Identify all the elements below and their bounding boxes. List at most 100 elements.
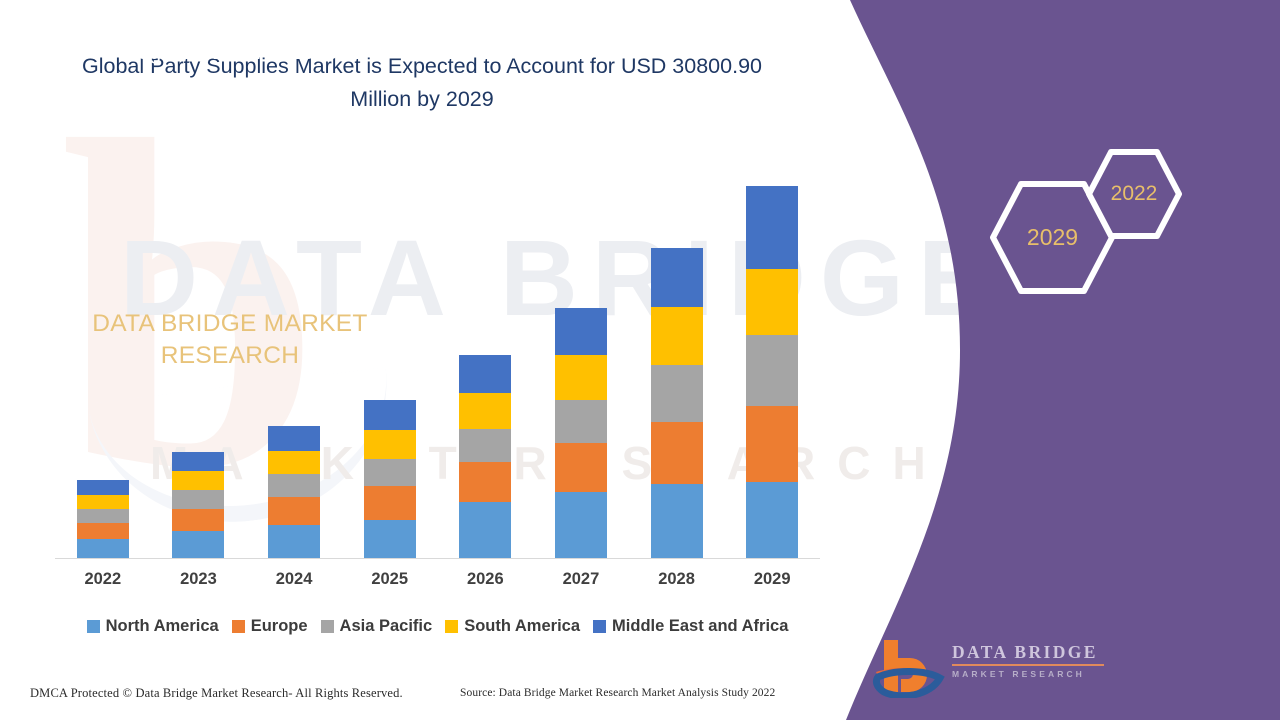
stacked-bar-2027 <box>554 308 607 558</box>
legend-swatch-icon <box>86 620 100 633</box>
bar-segment <box>459 428 512 463</box>
bar-segment <box>76 523 129 540</box>
bar-segment <box>268 474 321 498</box>
bar-segment <box>554 308 607 356</box>
bar-column <box>151 160 247 558</box>
legend-label: North America <box>105 617 219 635</box>
source-note: Source: Data Bridge Market Research Mark… <box>460 687 776 699</box>
bar-segment <box>363 458 416 487</box>
bar-segment <box>650 421 703 485</box>
bar-segment <box>268 497 321 526</box>
legend-item[interactable]: North America <box>86 617 219 636</box>
logo-subtitle: MARKET RESEARCH <box>952 668 1085 679</box>
legend-item[interactable]: Asia Pacific <box>320 617 433 636</box>
chart-title: Global Party Supplies Market is Expected… <box>81 54 762 111</box>
copyright-notice: DMCA Protected © Data Bridge Market Rese… <box>30 686 403 700</box>
bar-segment <box>746 335 799 406</box>
brand-name: DATA BRIDGE MARKET RESEARCH <box>92 310 368 369</box>
x-axis-label: 2023 <box>180 570 217 588</box>
bar-segment <box>268 525 321 558</box>
bar-column <box>438 160 534 558</box>
bar-column <box>246 160 342 558</box>
bar-segment <box>76 495 129 510</box>
bar-segment <box>363 520 416 558</box>
x-axis-label: 2029 <box>753 570 791 588</box>
bar-segment <box>363 429 416 459</box>
stacked-bar-2028 <box>650 247 703 558</box>
x-axis-label: 2025 <box>371 570 409 588</box>
bar-segment <box>172 451 225 472</box>
hexagon-badge-2029: 2029 <box>990 180 1115 295</box>
hexagon-badge-2022: 2022 <box>1085 148 1183 240</box>
bar-segment <box>746 405 799 483</box>
legend-swatch-icon <box>231 620 245 633</box>
legend-item[interactable]: Middle East and Africa <box>593 617 788 636</box>
bar-segment <box>76 539 129 558</box>
bar-segment <box>363 399 416 430</box>
legend-item[interactable]: Europe <box>231 617 308 636</box>
hexagon-badge-2029-label: 2029 <box>1026 224 1079 250</box>
bar-segment <box>459 355 512 393</box>
legend-item[interactable]: South America <box>445 617 580 636</box>
stacked-bar-2024 <box>268 425 321 558</box>
stacked-bar-2022 <box>76 480 129 558</box>
bar-segment <box>76 480 129 496</box>
bar-column <box>724 160 820 558</box>
company-logo: DATA BRIDGE MARKET RESEARCH <box>870 636 1112 700</box>
logo-title: DATA BRIDGE <box>952 642 1098 662</box>
bar-segment <box>746 185 799 270</box>
bar-column <box>629 160 725 558</box>
x-axis-labels: 2022 2023 2024 2025 2026 2027 2028 2029 <box>55 570 820 589</box>
stacked-bar-2026 <box>459 355 512 558</box>
stacked-bar-2025 <box>363 399 416 558</box>
legend-label: Asia Pacific <box>339 617 433 635</box>
legend-swatch-icon <box>320 620 334 633</box>
legend-label: Middle East and Africa <box>612 617 789 635</box>
bar-segment <box>172 531 225 558</box>
bar-segment <box>650 307 703 365</box>
stacked-bar-2023 <box>172 451 225 558</box>
bar-segment <box>554 355 607 400</box>
bar-segment <box>172 471 225 491</box>
bar-segment <box>459 392 512 429</box>
x-axis-label: 2027 <box>562 570 600 588</box>
bar-segment <box>554 399 607 443</box>
stacked-bar-2029 <box>746 185 799 558</box>
bar-segment <box>650 484 703 558</box>
bar-segment <box>554 442 607 493</box>
bar-segment <box>76 509 129 524</box>
bar-segment <box>172 509 225 532</box>
bar-segment <box>459 462 512 503</box>
bar-segment <box>554 492 607 558</box>
x-axis-label: 2022 <box>84 570 122 588</box>
bar-segment <box>459 502 512 558</box>
bar-segment <box>363 486 416 521</box>
x-axis-label: 2026 <box>466 570 504 588</box>
bar-segment <box>268 425 321 451</box>
legend-swatch-icon <box>593 620 607 633</box>
bar-segment <box>746 269 799 336</box>
x-axis-label: 2024 <box>275 570 313 588</box>
logo-mark-icon <box>870 636 946 700</box>
bar-segment <box>268 450 321 475</box>
logo-text: DATA BRIDGE MARKET RESEARCH <box>952 642 1112 680</box>
stacked-bar-series <box>55 160 820 558</box>
bar-segment <box>746 482 799 558</box>
legend-swatch-icon <box>445 620 459 633</box>
brand-panel <box>810 0 1280 720</box>
hexagon-badge-2022-label: 2022 <box>1110 182 1158 205</box>
legend-label: South America <box>464 617 581 635</box>
bar-segment <box>650 247 703 308</box>
chart-legend: North America Europe Asia Pacific South Ame… <box>50 617 825 636</box>
legend-label: Europe <box>250 617 308 635</box>
logo-divider <box>952 664 1104 666</box>
bar-segment <box>650 365 703 422</box>
bar-column <box>533 160 629 558</box>
bar-column <box>342 160 438 558</box>
bar-column <box>55 160 151 558</box>
x-axis-line <box>55 558 820 559</box>
x-axis-label: 2028 <box>658 570 695 588</box>
panel-title: Global Party Supplies Market, By Regions… <box>72 9 388 64</box>
bar-segment <box>172 490 225 510</box>
